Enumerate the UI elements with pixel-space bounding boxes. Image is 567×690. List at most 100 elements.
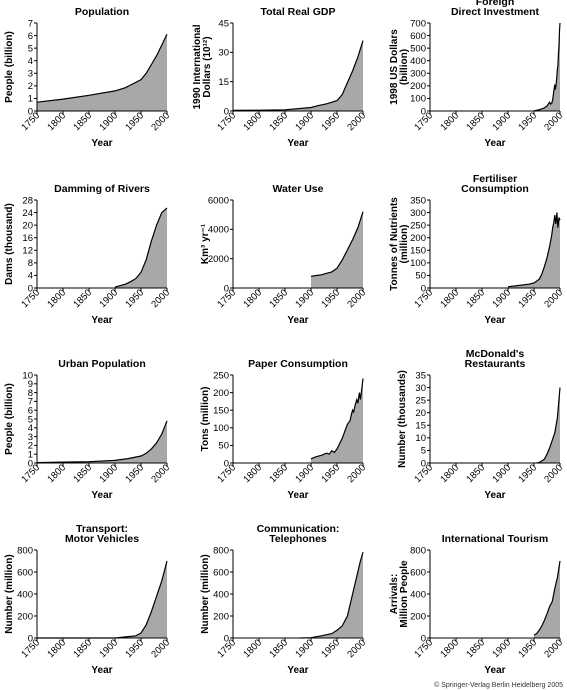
y-axis-label: Km³ yr⁻¹ — [200, 223, 211, 264]
x-tick-label: 1800 — [241, 110, 264, 133]
series-line — [36, 34, 168, 103]
chart-title: Population — [75, 6, 129, 18]
x-tick-label: 1850 — [71, 637, 94, 660]
x-tick-label: 1850 — [464, 110, 487, 133]
y-tick-label: 100 — [213, 423, 229, 434]
copyright-credit: © Springer-Verlag Berlin Heidelberg 2005 — [434, 682, 563, 689]
y-tick-label: 7 — [28, 18, 33, 29]
x-tick-label: 1850 — [464, 287, 487, 310]
y-tick-label: 0 — [28, 458, 33, 469]
series-line — [310, 211, 364, 277]
x-tick-label: 1900 — [97, 110, 120, 133]
x-tick-label: 1950 — [123, 287, 146, 310]
y-axis-label: People (billion) — [4, 383, 15, 455]
chart-2: 0 15 30 45 1750 1800 1850 1900 1950 2000 Year Total… — [192, 6, 368, 149]
series-line — [310, 378, 364, 460]
x-axis-label: Year — [91, 490, 112, 501]
x-tick-label: 1950 — [516, 287, 539, 310]
x-tick-label: 1950 — [123, 110, 146, 133]
x-tick-label: 1750 — [412, 462, 435, 485]
x-tick-label: 1850 — [267, 637, 290, 660]
y-tick-label: 0 — [421, 106, 426, 117]
series-line — [37, 560, 168, 639]
x-tick-label: 1750 — [19, 287, 42, 310]
series-line — [232, 40, 364, 111]
y-tick-label: 8 — [28, 258, 33, 269]
y-tick-label: 150 — [410, 246, 426, 257]
y-tick-label: 8 — [28, 388, 33, 399]
y-tick-label: 200 — [410, 611, 426, 622]
y-tick-label: 9 — [28, 379, 33, 390]
y-tick-label: 3 — [28, 432, 33, 443]
x-tick-label: 1850 — [464, 462, 487, 485]
series-line — [300, 552, 364, 639]
chart-title: Damming of Rivers — [54, 183, 150, 195]
y-tick-label: 1 — [28, 450, 33, 461]
chart-title: Paper Consumption — [248, 358, 348, 370]
y-tick-label: 15 — [415, 421, 426, 432]
x-tick-label: 1950 — [319, 287, 342, 310]
y-tick-label: 200 — [17, 611, 33, 622]
y-tick-label: 24 — [22, 208, 33, 219]
x-tick-label: 2000 — [149, 637, 172, 660]
x-axis-label: Year — [287, 138, 308, 149]
y-tick-label: 0 — [28, 283, 33, 294]
y-tick-label: 0 — [28, 633, 33, 644]
series-area — [534, 561, 560, 638]
series-area — [233, 40, 363, 111]
x-tick-label: 1800 — [438, 462, 461, 485]
x-tick-label: 1850 — [267, 110, 290, 133]
x-tick-label: 1800 — [241, 287, 264, 310]
y-tick-label: 3 — [28, 69, 33, 80]
y-tick-label: 4 — [28, 423, 33, 434]
series-area — [311, 211, 363, 288]
x-tick-label: 1900 — [293, 637, 316, 660]
x-tick-label: 1750 — [412, 287, 435, 310]
y-tick-label: 50 — [218, 441, 229, 452]
y-axis-label: (billion) — [399, 49, 410, 85]
series-area — [508, 212, 560, 288]
x-tick-label: 1900 — [490, 110, 513, 133]
x-tick-label: 1850 — [464, 637, 487, 660]
y-tick-label: 400 — [213, 589, 229, 600]
x-tick-label: 1750 — [215, 110, 238, 133]
y-tick-label: 2 — [28, 441, 33, 452]
chart-title: Telephones — [269, 533, 327, 545]
y-tick-label: 4000 — [208, 225, 229, 236]
x-axis-label: Year — [91, 138, 112, 149]
series-area — [534, 23, 560, 111]
x-tick-label: 1850 — [267, 287, 290, 310]
x-tick-label: 1900 — [97, 637, 120, 660]
x-tick-label: 1800 — [438, 110, 461, 133]
x-tick-label: 2000 — [542, 110, 565, 133]
y-tick-label: 400 — [410, 56, 426, 67]
x-tick-label: 2000 — [149, 287, 172, 310]
x-axis-label: Year — [484, 490, 505, 501]
series-area — [536, 387, 560, 463]
y-tick-label: 10 — [415, 433, 426, 444]
series-area — [311, 378, 363, 463]
x-tick-label: 1800 — [438, 287, 461, 310]
series-line — [114, 207, 168, 288]
series-area — [37, 420, 167, 463]
y-tick-label: 100 — [410, 258, 426, 269]
y-axis-label: Tons (million) — [200, 387, 211, 452]
x-tick-label: 1950 — [123, 637, 146, 660]
x-tick-label: 2000 — [345, 637, 368, 660]
y-tick-label: 0 — [224, 633, 229, 644]
y-tick-label: 600 — [213, 567, 229, 578]
y-tick-label: 400 — [410, 589, 426, 600]
y-tick-label: 0 — [224, 283, 229, 294]
x-tick-label: 1900 — [490, 462, 513, 485]
y-tick-label: 0 — [224, 106, 229, 117]
y-tick-label: 600 — [17, 567, 33, 578]
y-axis-label: Number (million) — [4, 554, 15, 633]
x-tick-label: 2000 — [149, 110, 172, 133]
y-axis-label: 1998 US Dollars — [389, 29, 400, 105]
y-tick-label: 5 — [28, 43, 33, 54]
y-tick-label: 350 — [410, 195, 426, 206]
